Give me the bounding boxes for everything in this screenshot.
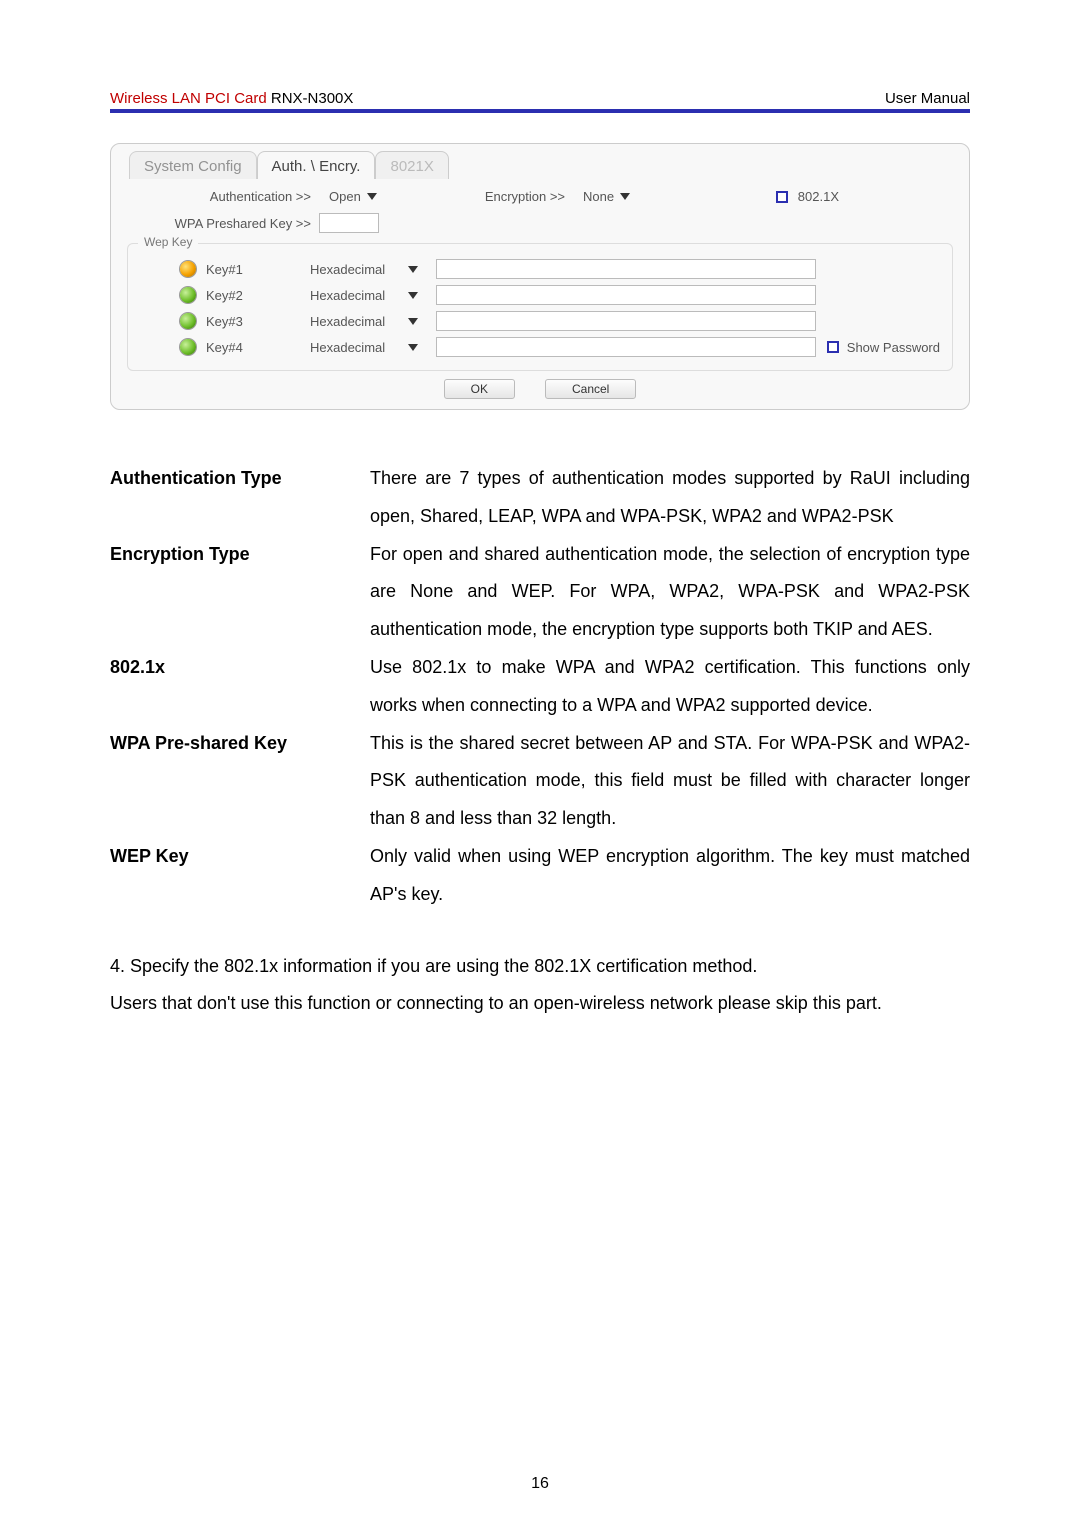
wep-key-legend: Wep Key xyxy=(138,235,198,249)
definition-term: WEP Key xyxy=(110,838,370,914)
definition-desc: This is the shared secret between AP and… xyxy=(370,725,970,838)
instruction-paragraph: 4. Specify the 802.1x information if you… xyxy=(110,948,970,1024)
authentication-dropdown[interactable]: Open xyxy=(321,188,385,205)
wep-key-row: Key#2 Hexadecimal xyxy=(140,282,940,308)
key2-format: Hexadecimal xyxy=(310,288,390,303)
key3-input[interactable] xyxy=(436,311,816,331)
tab-8021x[interactable]: 8021X xyxy=(375,151,448,179)
chevron-down-icon xyxy=(367,193,377,200)
key2-format-dropdown[interactable] xyxy=(400,291,426,300)
chevron-down-icon xyxy=(620,193,630,200)
key1-format-dropdown[interactable] xyxy=(400,265,426,274)
definition-desc: There are 7 types of authentication mode… xyxy=(370,460,970,536)
chevron-down-icon xyxy=(408,344,418,351)
key4-format: Hexadecimal xyxy=(310,340,390,355)
8021x-checkbox[interactable]: 802.1X xyxy=(776,189,839,204)
definition-term: Authentication Type xyxy=(110,460,370,536)
definition-row: WPA Pre-shared Key This is the shared se… xyxy=(110,725,970,838)
auth-encryption-dialog: System Config Auth. \ Encry. 8021X Authe… xyxy=(110,143,970,410)
authentication-label: Authentication >> xyxy=(171,189,311,204)
key3-radio[interactable] xyxy=(180,313,196,329)
definition-term: Encryption Type xyxy=(110,536,370,649)
chevron-down-icon xyxy=(408,318,418,325)
checkbox-icon xyxy=(827,341,839,353)
chevron-down-icon xyxy=(408,266,418,273)
doc-type-label: User Manual xyxy=(885,90,970,107)
key1-label: Key#1 xyxy=(206,262,250,277)
key2-radio[interactable] xyxy=(180,287,196,303)
encryption-dropdown[interactable]: None xyxy=(575,188,638,205)
wep-key-row: Key#1 Hexadecimal xyxy=(140,256,940,282)
key3-format: Hexadecimal xyxy=(310,314,390,329)
authentication-value: Open xyxy=(329,189,361,204)
definition-row: Authentication Type There are 7 types of… xyxy=(110,460,970,536)
definition-desc: For open and shared authentication mode,… xyxy=(370,536,970,649)
wep-key-fieldset: Wep Key Key#1 Hexadecimal Key#2 Hexadeci… xyxy=(127,243,953,371)
key2-input[interactable] xyxy=(436,285,816,305)
key4-input[interactable] xyxy=(436,337,816,357)
wpa-preshared-label: WPA Preshared Key >> xyxy=(159,216,311,231)
header-left: Wireless LAN PCI Card RNX-N300X xyxy=(110,90,353,107)
ok-button[interactable]: OK xyxy=(444,379,515,399)
encryption-label: Encryption >> xyxy=(485,189,565,204)
key2-label: Key#2 xyxy=(206,288,250,303)
tab-system-config[interactable]: System Config xyxy=(129,151,257,179)
key1-radio[interactable] xyxy=(180,261,196,277)
dialog-tabs: System Config Auth. \ Encry. 8021X xyxy=(111,144,969,178)
definition-term: WPA Pre-shared Key xyxy=(110,725,370,838)
product-category: Wireless LAN PCI Card xyxy=(110,90,267,107)
wpa-preshared-input[interactable] xyxy=(319,213,379,233)
definition-desc: Only valid when using WEP encryption alg… xyxy=(370,838,970,914)
page-header: Wireless LAN PCI Card RNX-N300X User Man… xyxy=(110,90,970,113)
chevron-down-icon xyxy=(408,292,418,299)
key1-input[interactable] xyxy=(436,259,816,279)
tab-auth-encry[interactable]: Auth. \ Encry. xyxy=(257,151,376,179)
definition-row: 802.1x Use 802.1x to make WPA and WPA2 c… xyxy=(110,649,970,725)
encryption-value: None xyxy=(583,189,614,204)
wep-key-row: Key#3 Hexadecimal xyxy=(140,308,940,334)
wep-key-row: Key#4 Hexadecimal Show Password xyxy=(140,334,940,360)
8021x-label: 802.1X xyxy=(798,189,839,204)
key1-format: Hexadecimal xyxy=(310,262,390,277)
key4-format-dropdown[interactable] xyxy=(400,343,426,352)
definition-row: WEP Key Only valid when using WEP encryp… xyxy=(110,838,970,914)
definition-row: Encryption Type For open and shared auth… xyxy=(110,536,970,649)
key4-label: Key#4 xyxy=(206,340,250,355)
definitions-table: Authentication Type There are 7 types of… xyxy=(110,460,970,914)
definition-term: 802.1x xyxy=(110,649,370,725)
show-password-label: Show Password xyxy=(847,340,940,355)
show-password-checkbox[interactable]: Show Password xyxy=(827,340,940,355)
checkbox-icon xyxy=(776,191,788,203)
page-number: 16 xyxy=(0,1475,1080,1493)
key4-radio[interactable] xyxy=(180,339,196,355)
key3-label: Key#3 xyxy=(206,314,250,329)
cancel-button[interactable]: Cancel xyxy=(545,379,636,399)
product-model: RNX-N300X xyxy=(267,90,354,107)
definition-desc: Use 802.1x to make WPA and WPA2 certific… xyxy=(370,649,970,725)
key3-format-dropdown[interactable] xyxy=(400,317,426,326)
